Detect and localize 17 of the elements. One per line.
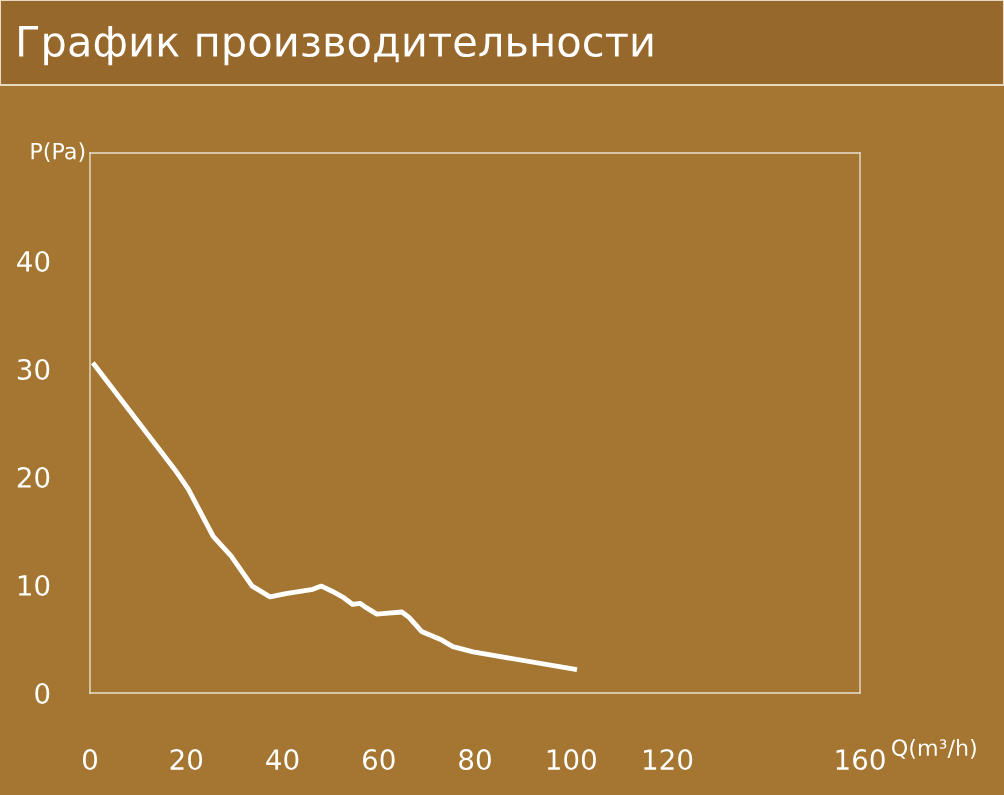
x-tick-label: 0 — [82, 749, 97, 771]
y-tick-label: 10 — [18, 574, 50, 596]
y-tick-label: 0 — [35, 682, 50, 704]
y-tick-label: 20 — [17, 466, 50, 488]
y-tick-label: 30 — [17, 358, 50, 380]
x-tick-label: 160 — [836, 749, 885, 771]
chart-title: График производительности — [19, 26, 653, 66]
y-axis-title: P(Pa) — [31, 142, 85, 163]
x-tick-label: 60 — [363, 749, 395, 771]
x-axis-title: Q(m³/h) — [892, 738, 976, 759]
x-tick-label: 120 — [644, 749, 693, 771]
line-series — [91, 362, 578, 672]
x-tick-label: 100 — [547, 749, 596, 771]
x-tick-label: 80 — [459, 749, 491, 771]
x-tick-label: 20 — [170, 749, 203, 771]
x-tick-label: 40 — [266, 749, 299, 771]
y-tick-label: 40 — [17, 250, 50, 272]
